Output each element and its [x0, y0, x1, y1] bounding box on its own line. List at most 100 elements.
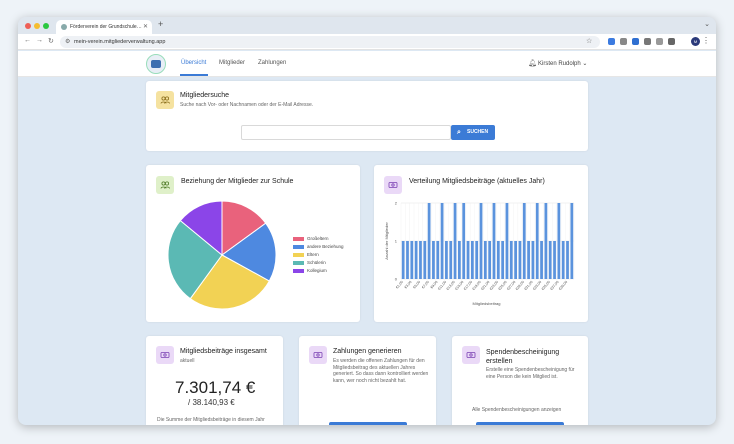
association-logo[interactable]	[146, 54, 166, 74]
extension-icon[interactable]	[620, 38, 627, 45]
total-note: Die Summe der Mitgliedsbeiträge in diese…	[157, 417, 265, 423]
member-search-card: Mitgliedersuche Suche nach Vor- oder Nac…	[146, 81, 588, 151]
legend-swatch	[293, 236, 304, 241]
bar	[492, 203, 496, 279]
relation-title: Beziehung der Mitglieder zur Schule	[181, 178, 294, 185]
close-tab-icon[interactable]: ✕	[142, 24, 148, 30]
x-tick-label: €19,00	[472, 280, 482, 291]
total-subtitle: aktuell	[180, 358, 195, 364]
x-tick-label: €15,00	[454, 280, 464, 291]
bar	[406, 241, 409, 279]
search-input[interactable]	[241, 125, 451, 140]
x-tick-label: €27,00	[506, 280, 516, 291]
bar	[470, 241, 474, 279]
maximize-window-icon[interactable]	[43, 23, 49, 29]
bar	[566, 241, 569, 279]
search-title: Mitgliedersuche	[180, 92, 230, 99]
bar	[488, 241, 492, 279]
extensions-puzzle-icon[interactable]	[668, 38, 675, 45]
favicon-icon	[61, 24, 67, 30]
minimize-window-icon[interactable]	[34, 23, 40, 29]
bar	[479, 203, 483, 279]
tab-list-icon[interactable]: ⌄	[704, 21, 710, 28]
payments-title: Zahlungen generieren	[333, 348, 402, 355]
legend-label: Schülerin	[307, 260, 326, 265]
x-tick-label: €17,00	[463, 280, 473, 291]
x-tick-label: €9,00	[430, 280, 439, 289]
site-info-icon[interactable]: ⚙	[65, 39, 71, 45]
bar	[501, 241, 505, 279]
x-tick-label: €5,00	[412, 280, 421, 289]
money-icon	[156, 346, 174, 364]
profile-avatar[interactable]: M	[691, 37, 700, 46]
bar	[557, 203, 561, 279]
active-tab-indicator	[180, 74, 208, 76]
total-contributions-card: Mitgliedsbeiträge insgesamt aktuell 7.30…	[146, 336, 283, 425]
bar	[548, 241, 552, 279]
all-donation-receipts-link[interactable]: Alle Spendenbescheinigungen anzeigen	[472, 407, 562, 413]
x-tick-label: €11,00	[437, 280, 447, 291]
bar	[462, 203, 466, 279]
bar	[436, 241, 440, 279]
extension-icon[interactable]	[656, 38, 663, 45]
browser-tab[interactable]: Förderverein der Grundschule… ✕	[56, 20, 152, 34]
legend-item[interactable]: Eltern	[293, 252, 319, 257]
y-tick-label: 2	[395, 201, 398, 206]
bar	[514, 241, 517, 279]
bar	[449, 241, 453, 279]
legend-item[interactable]: Großeltern	[293, 236, 329, 241]
donation-text: Erstelle eine Spendenbescheinigung für e…	[486, 367, 575, 380]
notification-bell-icon[interactable]: 🔔︎	[528, 60, 537, 67]
bar	[432, 241, 435, 279]
bar	[423, 241, 427, 279]
legend-label: Eltern	[307, 252, 319, 257]
new-tab-icon[interactable]: +	[158, 19, 164, 29]
bar	[440, 203, 444, 279]
total-target: / 38.140,93 €	[188, 398, 235, 407]
nav-overview[interactable]: Übersicht	[181, 60, 207, 66]
search-subtitle: Suche nach Vor- oder Nachnamen oder der …	[180, 102, 314, 108]
bookmark-star-icon[interactable]: ☆	[586, 38, 593, 45]
x-tick-label: €35,00	[541, 280, 551, 291]
browser-menu-icon[interactable]: ⋮	[702, 36, 710, 45]
members-icon	[156, 176, 174, 194]
nav-payments[interactable]: Zahlungen	[258, 60, 287, 66]
legend-label: andere Beziehung	[307, 244, 344, 249]
bar	[475, 241, 479, 279]
bar	[535, 203, 539, 279]
nav-members[interactable]: Mitglieder	[219, 60, 246, 66]
pie-slice	[221, 222, 277, 282]
create-donation-receipt-button[interactable]	[476, 422, 564, 425]
legend-item[interactable]: andere Beziehung	[293, 244, 344, 249]
legend-swatch	[293, 268, 304, 273]
members-icon	[156, 91, 174, 109]
extension-icon[interactable]	[608, 38, 615, 45]
legend-item[interactable]: Kollegium	[293, 268, 327, 273]
reload-icon[interactable]: ↻	[48, 38, 54, 45]
address-bar[interactable]: ⚙ mein-verein.mitgliederverwaltung.app	[60, 36, 600, 48]
bar	[496, 241, 500, 279]
bar	[531, 241, 535, 279]
bar	[419, 241, 422, 279]
forward-icon[interactable]: →	[36, 37, 43, 44]
user-menu[interactable]: Kirsten Rudolph ⌄	[538, 61, 588, 67]
relation-pie-chart	[167, 200, 277, 310]
bar	[540, 241, 543, 279]
bar	[445, 241, 448, 279]
x-tick-label: €23,00	[489, 280, 499, 291]
bar	[527, 241, 530, 279]
back-icon[interactable]: ←	[24, 37, 31, 44]
total-amount: 7.301,74 €	[175, 378, 256, 397]
extension-icon[interactable]	[644, 38, 651, 45]
legend-item[interactable]: Schülerin	[293, 260, 326, 265]
extension-icon[interactable]	[632, 38, 639, 45]
search-button[interactable]: ⌕ SUCHEN	[451, 125, 495, 140]
generate-payments-button[interactable]	[329, 422, 407, 425]
distribution-chart-card: Verteilung Mitgliedsbeiträge (aktuelles …	[374, 165, 588, 322]
app-navigation: Übersicht Mitglieder Zahlungen 🔔︎ Kirste…	[18, 51, 716, 77]
x-tick-label: €1,00	[395, 280, 404, 289]
legend-label: Großeltern	[307, 236, 329, 241]
money-icon	[309, 346, 327, 364]
close-window-icon[interactable]	[25, 23, 31, 29]
x-tick-label: €25,00	[498, 280, 508, 291]
